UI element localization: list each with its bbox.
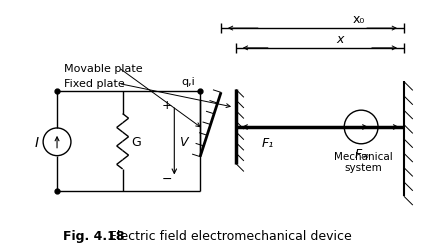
Text: Mechanical
system: Mechanical system [334, 151, 392, 172]
Text: V: V [179, 135, 188, 148]
Text: G: G [132, 135, 141, 148]
Text: q,i: q,i [182, 77, 195, 87]
Text: +: + [162, 99, 173, 112]
Text: −: − [162, 173, 173, 186]
Text: I: I [35, 135, 39, 149]
Text: Electric field electromechanical device: Electric field electromechanical device [109, 229, 351, 242]
Text: Fixed plate: Fixed plate [64, 79, 125, 89]
Text: Movable plate: Movable plate [64, 64, 143, 73]
Text: x: x [337, 33, 344, 46]
Text: F₁: F₁ [262, 136, 274, 149]
Text: Fig. 4.18: Fig. 4.18 [63, 229, 124, 242]
Text: x₀: x₀ [353, 13, 365, 26]
Text: Fₘ: Fₘ [355, 147, 370, 160]
